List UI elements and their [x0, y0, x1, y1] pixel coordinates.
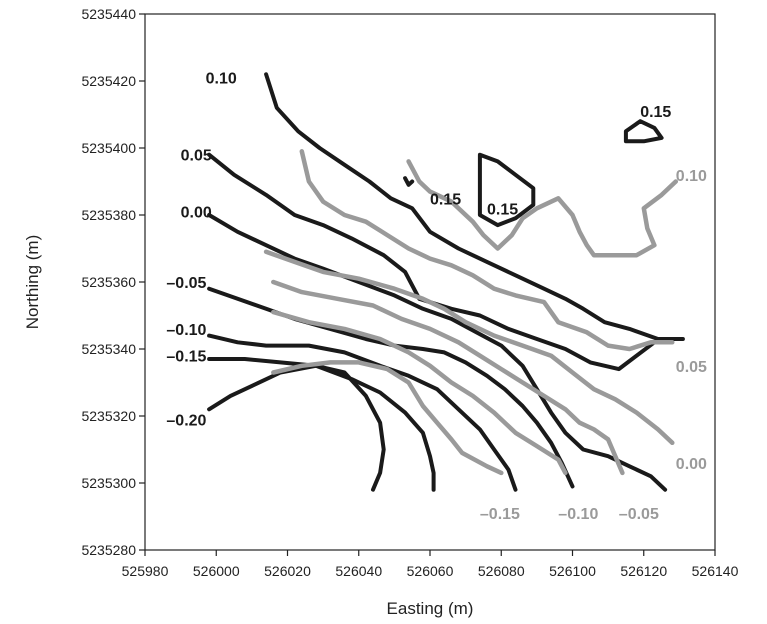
- contour-line-black-minus-0-20: [207, 363, 386, 492]
- contour-label-gray-0-00: 0.00: [676, 456, 707, 473]
- contour-label-black-minus-0-20: –0.20: [166, 412, 206, 429]
- contour-line-black-0-15: [403, 176, 415, 187]
- x-tick-label: 526120: [620, 563, 667, 579]
- contour-line-gray-0-05: [299, 149, 675, 352]
- contour-line-black-minus-0-15: [207, 357, 436, 492]
- contour-line-black-0-00: [207, 213, 668, 492]
- y-axis-title: Northing (m): [23, 235, 42, 329]
- contour-line-black-0-05: [207, 152, 657, 372]
- contour-label-gray-minus-0-10: –0.10: [558, 506, 598, 523]
- contour-line-black-0-15: [623, 119, 664, 144]
- contour-label-black-0-15: 0.15: [640, 104, 671, 121]
- x-tick-label: 526060: [407, 563, 454, 579]
- contour-line-black-0-10: [264, 72, 685, 341]
- y-tick-label: 5235420: [81, 73, 136, 89]
- axis-ticks: [139, 13, 716, 556]
- y-tick-label: 5235440: [81, 6, 136, 22]
- x-tick-label: 526000: [193, 563, 240, 579]
- contour-line-gray-minus-0-15: [271, 360, 504, 476]
- contour-labels: 0.10 0.05 0.00 –0.05 –0.10 –0.15 –0.20 0.15 0.15…: [166, 71, 707, 523]
- contour-label-black-minus-0-15: –0.15: [166, 349, 206, 366]
- y-tick-label: 5235380: [81, 207, 136, 223]
- contour-label-gray-0-05: 0.05: [676, 359, 707, 376]
- contour-label-black-0-10: 0.10: [206, 71, 237, 88]
- y-tick-label: 5235300: [81, 475, 136, 491]
- contour-label-black-minus-0-05: –0.05: [166, 275, 206, 292]
- x-tick-label: 526020: [264, 563, 311, 579]
- y-tick-label: 5235360: [81, 274, 136, 290]
- contour-label-gray-0-10: 0.10: [676, 168, 707, 185]
- contour-line-gray-minus-0-10: [271, 309, 568, 476]
- x-tick-label: 526080: [478, 563, 525, 579]
- contour-label-black-0-00: 0.00: [181, 205, 212, 222]
- contour-line-black-minus-0-10: [207, 333, 518, 492]
- contour-label-black-0-05: 0.05: [181, 148, 212, 165]
- contour-label-black-0-15: 0.15: [430, 191, 461, 208]
- y-tick-label: 5235280: [81, 542, 136, 558]
- contour-line-black-minus-0-05: [207, 286, 575, 489]
- contour-line-gray-0-00: [263, 249, 675, 446]
- contour-label-black-0-15: 0.15: [487, 201, 518, 218]
- plot-area-frame: [144, 13, 716, 551]
- contour-lines: [207, 72, 685, 492]
- x-tick-label: 526040: [335, 563, 382, 579]
- contour-label-gray-minus-0-15: –0.15: [480, 506, 520, 523]
- y-tick-label: 5235320: [81, 408, 136, 424]
- x-tick-label: 525980: [122, 563, 169, 579]
- axis-tick-labels: 525980 526000 526020 526040 526060 526080 5261…: [81, 6, 738, 579]
- contour-line-gray-minus-0-05: [271, 279, 625, 476]
- y-tick-label: 5235340: [81, 341, 136, 357]
- contour-line-gray-0-10: [406, 159, 679, 258]
- contour-label-black-minus-0-10: –0.10: [166, 322, 206, 339]
- x-tick-label: 526140: [692, 563, 739, 579]
- contour-line-black-0-15: [477, 152, 536, 228]
- x-axis-title: Easting (m): [387, 599, 474, 618]
- y-tick-label: 5235400: [81, 140, 136, 156]
- x-tick-label: 526100: [549, 563, 596, 579]
- contour-label-gray-minus-0-05: –0.05: [619, 506, 659, 523]
